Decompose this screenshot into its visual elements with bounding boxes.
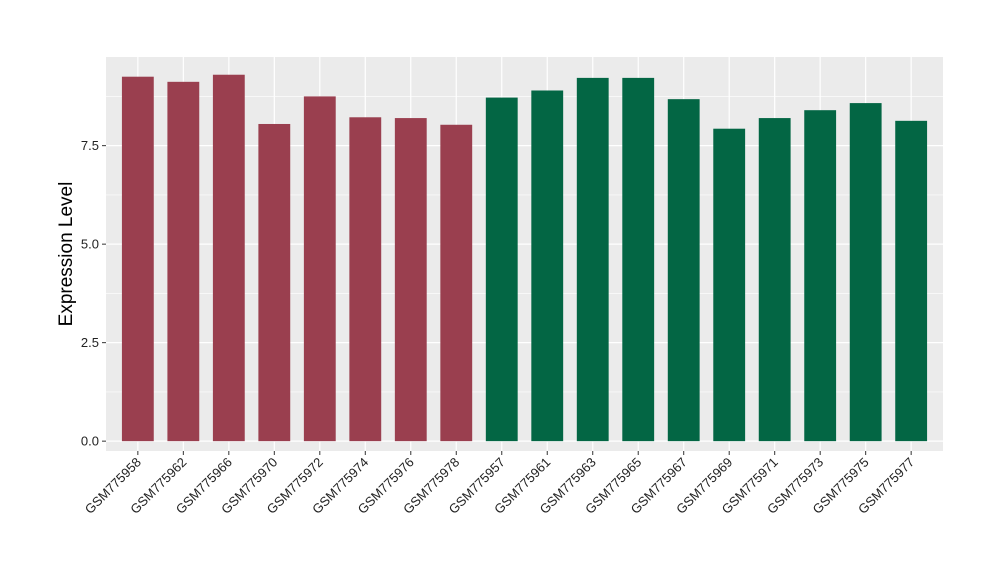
y-tick-label: 7.5 xyxy=(81,138,99,153)
y-tick-label: 5.0 xyxy=(81,237,99,252)
bar-GSM775967 xyxy=(667,99,700,442)
bar-GSM775970 xyxy=(258,123,291,442)
bar-GSM775969 xyxy=(713,128,746,442)
bar-GSM775974 xyxy=(349,117,382,442)
bar-GSM775977 xyxy=(895,120,928,442)
x-axis-ticks: GSM775958GSM775962GSM775966GSM775970GSM7… xyxy=(82,451,917,517)
plot-panel xyxy=(106,57,943,451)
bar-GSM775978 xyxy=(440,124,473,442)
bar-GSM775963 xyxy=(576,77,609,442)
y-axis-ticks: 0.0 2.5 5.0 7.5 xyxy=(81,138,106,449)
bar-GSM775971 xyxy=(758,118,791,442)
bars xyxy=(121,74,928,442)
bar-GSM775973 xyxy=(804,110,837,442)
y-tick-label: 0.0 xyxy=(81,434,99,449)
bar-GSM775958 xyxy=(121,76,154,442)
y-axis-label: Expression Level xyxy=(56,182,77,327)
bar-GSM775976 xyxy=(394,118,427,442)
bar-GSM775972 xyxy=(303,96,336,442)
bar-GSM775965 xyxy=(622,77,655,442)
bar-GSM775962 xyxy=(167,81,200,442)
bar-GSM775975 xyxy=(849,103,882,442)
bar-GSM775957 xyxy=(485,97,518,442)
y-tick-label: 2.5 xyxy=(81,335,99,350)
bar-GSM775961 xyxy=(531,90,564,442)
bar-GSM775966 xyxy=(212,74,245,442)
